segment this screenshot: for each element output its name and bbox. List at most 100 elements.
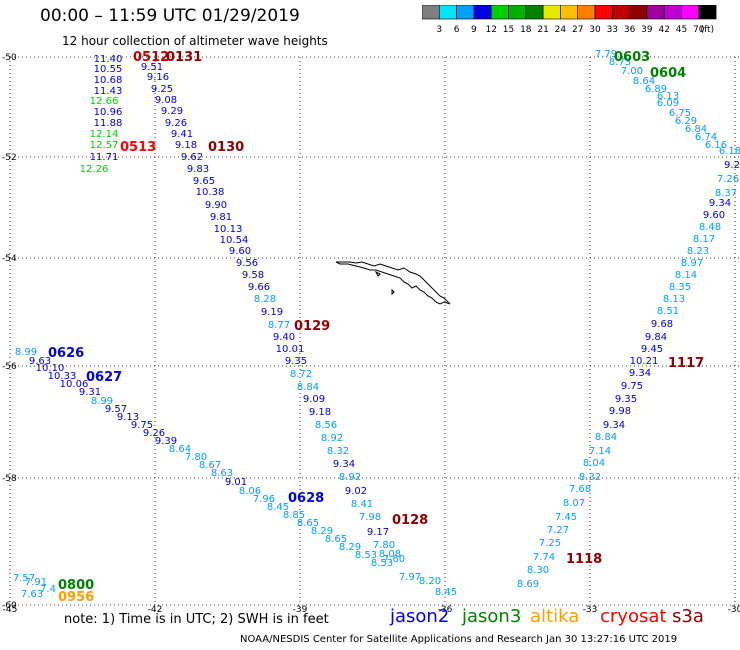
wave-height-value: 9.17 (367, 527, 389, 538)
wave-height-value: 7.60 (383, 554, 405, 565)
wave-height-value: 11.71 (90, 152, 119, 163)
wave-height-value: 7.00 (621, 66, 643, 77)
wave-height-value: 11.43 (94, 86, 123, 97)
wave-height-value: 8.64 (169, 444, 191, 455)
colorbar-tick-label: 45 (676, 25, 687, 35)
wave-height-value: 7.25 (539, 538, 561, 549)
wave-height-value: 10.10 (36, 363, 65, 374)
wave-height-value: 9.18 (175, 140, 197, 151)
wave-height-value: 9.2 (724, 160, 740, 171)
wave-height-value: 8.45 (435, 587, 457, 598)
wave-height-value: 9.83 (187, 164, 209, 175)
wave-height-value: 6.84 (685, 124, 707, 135)
wave-height-value: 11.40 (94, 54, 123, 65)
wave-height-value: 9.98 (609, 406, 631, 417)
wave-height-value: 10.68 (94, 75, 123, 86)
wave-height-value: 9.19 (261, 307, 283, 318)
wave-height-value: 8.92 (321, 433, 343, 444)
wave-height-value: 7.80 (373, 540, 395, 551)
lat-label: -56 (2, 362, 17, 372)
wave-height-value: 9.66 (248, 282, 270, 293)
wave-height-value: 9.35 (285, 356, 307, 367)
lon-label: -30 (728, 605, 740, 615)
wave-height-value: 9.25 (151, 84, 173, 95)
wave-height-value: 7.63 (21, 589, 43, 600)
wave-height-value: 8.23 (687, 246, 709, 257)
wave-height-value: 8.63 (211, 468, 233, 479)
wave-height-values: 11.4010.5510.6811.4312.6610.9611.8812.14… (13, 49, 740, 600)
wave-height-value: 8.85 (283, 510, 305, 521)
wave-height-value: 9.34 (333, 459, 355, 470)
wave-height-value: 7.4 (40, 584, 56, 595)
wave-height-value: 8.84 (297, 382, 319, 393)
lon-label: -45 (3, 605, 18, 615)
pass-time-label: 0512 (133, 50, 169, 65)
wave-height-value: 9.34 (629, 368, 651, 379)
wave-height-value: 10.38 (196, 187, 225, 198)
wave-height-value: 12.14 (90, 129, 119, 140)
wave-height-value: 6.09 (657, 98, 679, 109)
wave-height-value: 9.63 (29, 356, 51, 367)
wave-height-value: 7.96 (253, 494, 275, 505)
pass-time-label: 0604 (650, 66, 686, 81)
wave-height-value: 8.48 (699, 222, 721, 233)
pass-time-label: 0513 (120, 140, 156, 155)
wave-height-value: 12.66 (90, 96, 119, 107)
wave-height-value: 9.35 (615, 394, 637, 405)
wave-height-value: 9.62 (181, 152, 203, 163)
colorbar-tick-label: 30 (589, 25, 601, 35)
pass-time-label: 1118 (566, 552, 602, 567)
wave-height-value: 8.69 (517, 579, 539, 590)
lat-label: -54 (2, 254, 17, 264)
wave-height-value: 8.35 (669, 282, 691, 293)
pass-time-label: 0130 (208, 140, 244, 155)
wave-height-value: 8.41 (351, 499, 373, 510)
wave-height-value: 9.31 (79, 387, 101, 398)
wave-height-value: 8.28 (254, 294, 276, 305)
wave-height-value: 9.90 (205, 200, 227, 211)
wave-height-value: 8.84 (595, 432, 617, 443)
wave-height-value: 8.53 (355, 550, 377, 561)
colorbar-tick-label: 12 (485, 25, 496, 35)
colorbar-tick-label: 39 (641, 25, 653, 35)
wave-height-value: 8.92 (339, 472, 361, 483)
lon-label: -39 (293, 605, 308, 615)
pass-time-label: 0956 (58, 590, 94, 605)
colorbar-unit: (ft) (701, 25, 715, 35)
wave-height-value: 9.75 (131, 420, 153, 431)
colorbar-tick-label: 27 (572, 25, 583, 35)
colorbar-tick-label: 15 (503, 25, 514, 35)
wave-height-value: 8.06 (239, 486, 261, 497)
wave-height-value: 9.81 (210, 212, 232, 223)
wave-height-value: 8.37 (715, 188, 737, 199)
wave-height-value: 9.16 (147, 72, 169, 83)
lat-label: -52 (2, 153, 17, 163)
legend-item-cryosat: cryosat (600, 606, 667, 627)
wave-height-value: 10.96 (94, 107, 123, 118)
wave-height-value: 10.13 (214, 224, 243, 235)
wave-height-value: 8.65 (297, 518, 319, 529)
wave-height-value: 6.89 (645, 84, 667, 95)
wave-height-value: 9.39 (155, 436, 177, 447)
wave-height-value: 6.13 (657, 91, 679, 102)
wave-height-value: 8.77 (268, 320, 290, 331)
lon-label: -42 (148, 605, 163, 615)
pass-time-label: 0131 (166, 50, 202, 65)
colorbar-tick-label: 24 (555, 25, 567, 35)
wave-height-value: 9.01 (225, 477, 247, 488)
wave-height-value: 11.88 (94, 118, 123, 129)
wave-height-value: 9.45 (641, 344, 663, 355)
wave-height-value: 9.29 (161, 106, 183, 117)
wave-height-value: 9.60 (229, 246, 251, 257)
wave-height-value: 10.33 (48, 371, 77, 382)
wave-height-value: 9.75 (621, 381, 643, 392)
wave-height-value: 6.29 (675, 116, 697, 127)
wave-height-value: 9.60 (703, 210, 725, 221)
wave-height-value: 8.97 (681, 258, 703, 269)
footer-note: note: 1) Time is in UTC; 2) SWH is in fe… (64, 612, 329, 627)
wave-height-value: 8.72 (290, 369, 312, 380)
wave-height-value: 10.06 (60, 379, 89, 390)
wave-height-value: 9.68 (651, 319, 673, 330)
